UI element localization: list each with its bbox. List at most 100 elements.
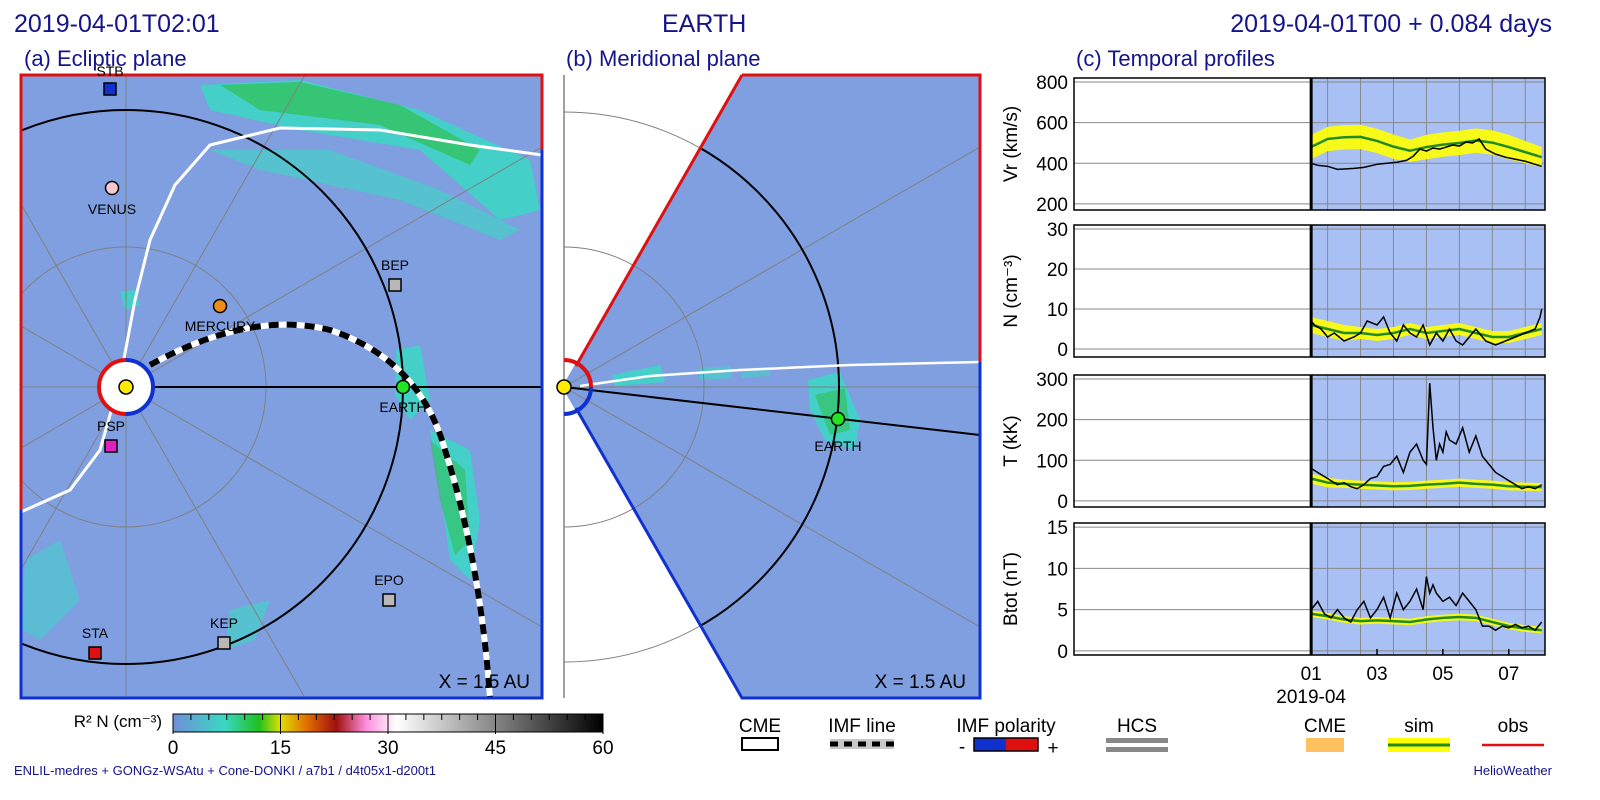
stb-label: STB bbox=[96, 63, 123, 79]
colorbar-tick-label: 15 bbox=[270, 738, 291, 759]
profile-ytick-label: 0 bbox=[1057, 642, 1068, 663]
profile-forecast-region bbox=[1311, 523, 1545, 655]
profile-sim-band bbox=[1311, 473, 1542, 492]
profile-ytick-label: 100 bbox=[1036, 451, 1068, 472]
ecliptic-border-positive bbox=[19, 73, 544, 510]
colorbar-tick-label: 60 bbox=[592, 738, 613, 759]
bep-marker bbox=[388, 278, 402, 292]
psp-marker bbox=[104, 439, 118, 453]
timestamp: 2019-04-01T02:01 bbox=[14, 10, 220, 38]
profile-ylabel: Vr (km/s) bbox=[1001, 106, 1022, 182]
xtick-label: 01 bbox=[1301, 664, 1322, 685]
legend-cme-swatch bbox=[741, 737, 779, 751]
xtick-label: 07 bbox=[1498, 664, 1519, 685]
profile-ytick-label: 400 bbox=[1036, 154, 1068, 175]
profile-ytick-label: 0 bbox=[1057, 492, 1068, 513]
meridional-panel: EARTH X = 1.5 AU bbox=[556, 73, 982, 700]
profile-frame bbox=[1073, 77, 1546, 211]
run-time: 2019-04-01T00 + 0.084 days bbox=[1230, 10, 1552, 38]
profile-ytick-label: 300 bbox=[1036, 370, 1068, 391]
target-name: EARTH bbox=[662, 10, 747, 38]
profile-sim-band bbox=[1311, 317, 1542, 343]
panel-b-title: (b) Meridional plane bbox=[566, 46, 761, 71]
xtick-label: 05 bbox=[1432, 664, 1453, 685]
profile-ytick-label: 200 bbox=[1036, 411, 1068, 432]
epo-marker bbox=[382, 593, 396, 607]
ecliptic-border-negative bbox=[19, 150, 544, 700]
body-markers: STB VENUS MERCURY BEP EARTH PSP EPO KEP … bbox=[82, 63, 427, 660]
psp-label: PSP bbox=[97, 418, 125, 434]
venus-marker bbox=[104, 180, 120, 196]
profile-panel-2: 0 100 200 300 T (kK) bbox=[1001, 370, 1546, 513]
scale-label-ecliptic: X = 1.5 AU bbox=[439, 672, 530, 693]
profile-frame bbox=[1073, 224, 1546, 358]
colorbar-tick-label: 0 bbox=[168, 738, 179, 759]
profile-ylabel: N (cm⁻³) bbox=[1001, 254, 1022, 327]
panel-a-title: (a) Ecliptic plane bbox=[24, 46, 187, 71]
profile-ytick-label: 0 bbox=[1057, 340, 1068, 361]
heliospheric-current-sheet bbox=[21, 126, 542, 514]
legend-cme-right-label: CME bbox=[1304, 716, 1346, 737]
profile-ytick-label: 600 bbox=[1036, 114, 1068, 135]
mercury-label: MERCURY bbox=[185, 318, 256, 334]
sta-label: STA bbox=[82, 625, 109, 641]
sun-ecliptic bbox=[97, 358, 155, 416]
profile-obs-line bbox=[1310, 308, 1543, 347]
profile-ytick-label: 10 bbox=[1047, 559, 1068, 580]
venus-label: VENUS bbox=[88, 201, 136, 217]
legend-hcs-swatch bbox=[1106, 738, 1168, 752]
profile-panel-0: 200 400 600 800 Vr (km/s) bbox=[1001, 73, 1546, 216]
profile-frame bbox=[1073, 522, 1546, 656]
kep-marker bbox=[217, 636, 231, 650]
profile-ytick-label: 200 bbox=[1036, 195, 1068, 216]
brand-footer: HelioWeather bbox=[1473, 763, 1552, 778]
bep-label: BEP bbox=[381, 257, 409, 273]
legend-hcs-label: HCS bbox=[1117, 716, 1157, 737]
legend-obs-label: obs bbox=[1498, 716, 1529, 737]
profile-frame bbox=[1073, 374, 1546, 508]
earth-marker-ecliptic bbox=[395, 379, 411, 395]
imf-line bbox=[148, 321, 493, 698]
earth-label-meridional: EARTH bbox=[814, 438, 861, 454]
colorbar-tick-label: 45 bbox=[485, 738, 506, 759]
ecliptic-panel: STB VENUS MERCURY BEP EARTH PSP EPO KEP … bbox=[19, 63, 544, 700]
kep-label: KEP bbox=[210, 615, 238, 631]
legend-imf-line-label: IMF line bbox=[828, 716, 896, 737]
profile-ytick-label: 5 bbox=[1057, 601, 1068, 622]
legend-sim-label: sim bbox=[1404, 716, 1434, 737]
stb-marker bbox=[103, 82, 117, 96]
panel-c-title: (c) Temporal profiles bbox=[1076, 46, 1275, 71]
scale-label-meridional: X = 1.5 AU bbox=[875, 672, 966, 693]
legend: CME IMF line IMF polarity - + HCS CME si… bbox=[739, 716, 1544, 759]
profile-panel-1: 0 10 20 30 N (cm⁻³) bbox=[1001, 220, 1546, 361]
hcs-meridional bbox=[579, 360, 980, 388]
sun-earth-line-meridional bbox=[563, 386, 980, 436]
colorbar-label: R² N (cm⁻³) bbox=[74, 712, 162, 731]
density-colorbar: R² N (cm⁻³) 0 15 30 45 60 bbox=[74, 712, 614, 759]
earth-label-ecliptic: EARTH bbox=[379, 399, 426, 415]
profile-obs-line bbox=[1310, 137, 1542, 171]
model-footer: ENLIL-medres + GONGz-WSAtu + Cone-DONKI … bbox=[14, 763, 436, 778]
legend-sim-swatch bbox=[1388, 738, 1450, 752]
legend-cme-right-swatch bbox=[1306, 738, 1344, 752]
xtick-label: 03 bbox=[1366, 664, 1387, 685]
profile-ytick-label: 30 bbox=[1047, 220, 1068, 241]
legend-polarity-plus: + bbox=[1047, 738, 1058, 759]
profile-ylabel: T (kK) bbox=[1001, 415, 1022, 466]
profile-sim-band bbox=[1311, 610, 1542, 634]
profile-ytick-label: 800 bbox=[1036, 73, 1068, 94]
profile-sim-line bbox=[1310, 477, 1542, 489]
profile-ylabel: Btot (nT) bbox=[1001, 552, 1022, 626]
epo-label: EPO bbox=[374, 572, 404, 588]
legend-polarity-negative-swatch bbox=[974, 738, 1006, 751]
profile-sim-line bbox=[1310, 612, 1542, 632]
earth-marker-meridional bbox=[830, 411, 846, 427]
profile-panel-3: 0 5 10 15 Btot (nT) bbox=[1001, 518, 1546, 663]
legend-cme-label: CME bbox=[739, 716, 781, 737]
profile-ytick-label: 15 bbox=[1047, 518, 1068, 539]
legend-polarity-minus: - bbox=[959, 737, 965, 758]
sun-meridional bbox=[556, 358, 593, 416]
xaxis-month-label: 2019-04 bbox=[1276, 687, 1346, 708]
